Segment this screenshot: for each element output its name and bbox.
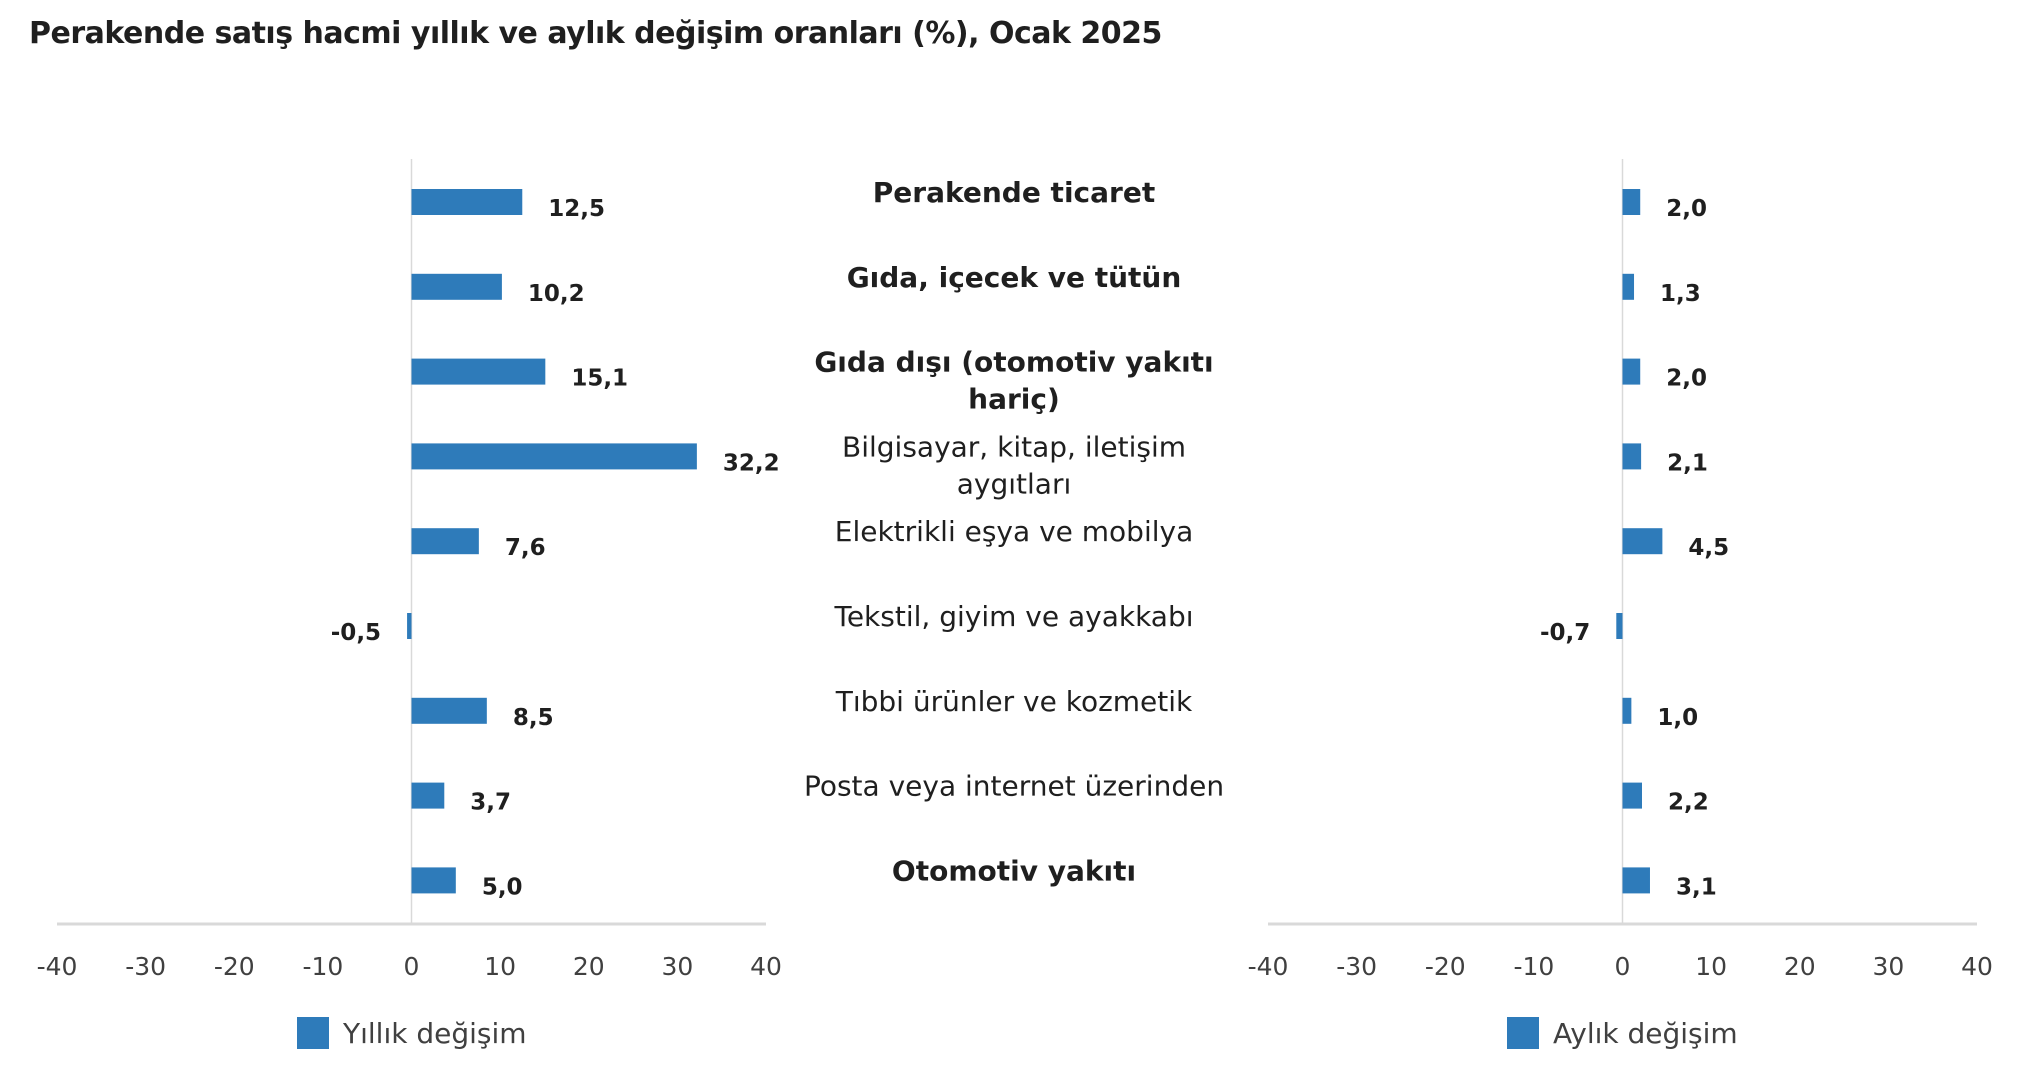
category-label-line: Bilgisayar, kitap, iletişim [842,430,1186,463]
annual-data-label: -0,5 [331,620,381,646]
monthly-data-label: -0,7 [1540,620,1590,646]
category-label: Bilgisayar, kitap, iletişim aygıtları [842,430,1186,500]
monthly-tick-label: -20 [1425,952,1466,981]
monthly-data-label: 4,5 [1688,535,1729,561]
annual-tick-label: 0 [404,952,420,981]
annual-bar [411,697,487,724]
annual-bar [411,528,479,555]
annual-data-label: 15,1 [571,366,628,392]
category-label-line: aygıtları [957,467,1072,500]
annual-data-label: 10,2 [528,281,585,307]
category-label: Posta veya internet üzerinden [804,770,1224,803]
annual-tick-label: 40 [750,952,782,981]
annual-bar [411,273,502,300]
monthly-data-label: 2,0 [1666,196,1707,222]
monthly-legend-label: Aylık değişim [1553,1017,1738,1050]
monthly-bar [1622,697,1632,724]
monthly-data-label: 1,0 [1657,705,1698,731]
annual-legend-swatch [297,1017,329,1049]
annual-bar [407,613,412,639]
annual-bar [411,782,445,809]
category-label-line: Gıda, içecek ve tütün [847,261,1182,294]
annual-tick-label: -40 [37,952,78,981]
monthly-tick-label: 20 [1784,952,1816,981]
annual-data-label: 12,5 [548,196,605,222]
annual-data-label: 8,5 [513,705,554,731]
category-label-line: Elektrikli eşya ve mobilya [835,515,1193,548]
category-label-line: Tekstil, giyim ve ayakkabı [833,600,1193,633]
annual-tick-label: -20 [214,952,255,981]
monthly-data-label: 2,1 [1667,450,1708,476]
annual-tick-label: 30 [661,952,693,981]
category-label-line: hariç) [968,383,1060,416]
monthly-tick-label: 40 [1961,952,1993,981]
category-label: Otomotiv yakıtı [892,854,1136,887]
annual-data-label: 5,0 [482,874,523,900]
category-label-line: Otomotiv yakıtı [892,854,1136,887]
monthly-data-label: 2,0 [1666,366,1707,392]
annual-legend-label: Yıllık değişim [342,1017,527,1050]
category-label: Gıda, içecek ve tütün [847,261,1182,294]
monthly-bar [1616,613,1623,639]
monthly-tick-label: 0 [1615,952,1631,981]
annual-tick-label: 10 [484,952,516,981]
category-label-line: Posta veya internet üzerinden [804,770,1224,803]
monthly-bar [1622,528,1663,555]
monthly-bar [1622,358,1641,385]
monthly-tick-label: 30 [1872,952,1904,981]
annual-tick-label: 20 [573,952,605,981]
monthly-tick-label: -30 [1336,952,1377,981]
monthly-legend-swatch [1507,1017,1539,1049]
monthly-tick-label: 10 [1695,952,1727,981]
category-label: Gıda dışı (otomotiv yakıtı hariç) [814,346,1213,416]
category-label-line: Gıda dışı (otomotiv yakıtı [814,346,1213,379]
monthly-bar [1622,782,1642,809]
monthly-data-label: 2,2 [1668,790,1709,816]
annual-data-label: 3,7 [470,790,511,816]
monthly-bar [1622,443,1642,470]
annual-bar [411,358,546,385]
category-label-line: Perakende ticaret [873,176,1155,209]
category-label: Perakende ticaret [873,176,1155,209]
annual-data-label: 32,2 [723,450,780,476]
monthly-tick-label: -40 [1248,952,1289,981]
monthly-bar [1622,189,1641,215]
category-label: Elektrikli eşya ve mobilya [835,515,1193,548]
monthly-tick-label: -10 [1513,952,1554,981]
annual-bar [411,443,697,470]
monthly-data-label: 3,1 [1676,874,1717,900]
annual-data-label: 7,6 [505,535,546,561]
annual-tick-label: -30 [125,952,166,981]
annual-bar [411,189,523,215]
annual-bar [411,867,456,894]
category-label: Tıbbi ürünler ve kozmetik [835,685,1193,718]
monthly-bar [1622,867,1650,894]
annual-tick-label: -10 [302,952,343,981]
category-label: Tekstil, giyim ve ayakkabı [833,600,1193,633]
category-label-line: Tıbbi ürünler ve kozmetik [835,685,1193,718]
monthly-bar [1622,273,1635,300]
monthly-data-label: 1,3 [1660,281,1701,307]
chart-title: Perakende satış hacmi yıllık ve aylık de… [29,16,1162,51]
